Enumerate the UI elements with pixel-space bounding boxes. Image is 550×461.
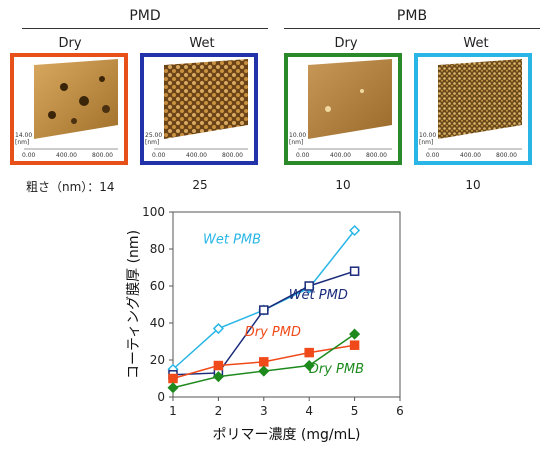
afm-panel-pmd-wet: 25.00 [nm] 0.00 400.00 800.00	[140, 53, 258, 165]
y-tick-label: 80	[150, 242, 165, 256]
svg-text:800.00: 800.00	[222, 152, 243, 159]
afm-panel-pmd-dry: 14.00 [nm] 0.00 400.00 800.00	[10, 53, 128, 165]
svg-text:[nm]: [nm]	[15, 139, 29, 146]
roughness-pmb-wet: 10	[465, 178, 481, 192]
plot-frame	[172, 211, 401, 398]
svg-text:14.00: 14.00	[15, 132, 32, 139]
x-tick-label: 3	[260, 404, 268, 418]
point-0-1	[212, 322, 224, 335]
svg-text:[nm]: [nm]	[145, 139, 159, 146]
svg-text:[nm]: [nm]	[419, 139, 433, 146]
afm-image-pmd-wet: 25.00 [nm] 0.00 400.00 800.00	[145, 59, 248, 159]
thickness-chart: 0 20 40 60 80 100 1 2 3 4 5 6 ポリマー濃度 (mg/mL) コーティング膜厚…	[126, 205, 404, 443]
svg-text:800.00: 800.00	[366, 152, 387, 159]
svg-text:0.00: 0.00	[426, 152, 440, 159]
series-label-0: Wet PMB	[203, 232, 261, 247]
x-tick-label: 5	[351, 404, 359, 418]
point-1-4	[349, 266, 360, 276]
y-tick-label: 100	[142, 205, 165, 219]
series-label-2: Dry PMD	[245, 325, 301, 340]
point-2-1	[213, 360, 224, 371]
svg-text:0.00: 0.00	[22, 152, 36, 159]
afm-panel-pmb-dry: 10.00 [nm] 0.00 400.00 800.00	[284, 53, 402, 165]
point-3-1	[212, 371, 224, 383]
roughness-label: 粗さ（nm）：14	[26, 180, 115, 194]
group-title-pmb: PMB	[396, 8, 428, 24]
point-1-3	[304, 281, 314, 291]
point-2-4	[349, 340, 360, 350]
y-axis-label: コーティング膜厚 (nm)	[126, 230, 142, 379]
point-2-3	[304, 347, 314, 358]
x-tick-label: 4	[305, 404, 313, 418]
svg-text:400.00: 400.00	[186, 152, 207, 159]
series-label-1: Wet PMD	[289, 288, 348, 303]
svg-text:0.00: 0.00	[296, 152, 310, 159]
group-line-pmd	[22, 28, 268, 29]
svg-text:25.00: 25.00	[145, 132, 162, 139]
y-tick-label: 60	[150, 279, 165, 293]
col-label-pmb-wet: Wet	[463, 36, 489, 51]
afm-image-pmd-dry: 14.00 [nm] 0.00 400.00 800.00	[15, 59, 118, 159]
col-label-pmb-dry: Dry	[334, 36, 358, 51]
y-tick-label: 0	[157, 390, 165, 404]
y-tick-label: 40	[150, 316, 165, 330]
afm-image-pmb-wet: 10.00 [nm] 0.00 400.00 800.00	[419, 59, 522, 159]
svg-text:[nm]: [nm]	[289, 139, 303, 146]
point-2-0	[168, 373, 178, 384]
roughness-pmb-dry: 10	[335, 178, 351, 192]
point-3-4	[349, 328, 361, 340]
svg-text:400.00: 400.00	[330, 152, 351, 159]
x-axis-label: ポリマー濃度 (mg/mL)	[212, 427, 360, 443]
roughness-pmd-wet: 25	[192, 178, 208, 192]
svg-text:400.00: 400.00	[460, 152, 481, 159]
svg-text:400.00: 400.00	[56, 152, 77, 159]
col-label-pmd-wet: Wet	[189, 36, 215, 51]
point-3-0	[167, 382, 179, 394]
svg-text:800.00: 800.00	[496, 152, 517, 159]
x-tick-label: 1	[169, 404, 177, 418]
point-3-2	[258, 365, 270, 377]
point-1-2	[259, 305, 269, 315]
afm-image-pmb-dry: 10.00 [nm] 0.00 400.00 800.00	[289, 59, 392, 159]
group-title-pmd: PMD	[129, 8, 161, 24]
x-tick-label: 6	[396, 404, 404, 418]
svg-text:10.00: 10.00	[419, 132, 436, 139]
y-tick-label: 20	[150, 353, 165, 367]
svg-text:10.00: 10.00	[289, 132, 306, 139]
point-2-2	[259, 357, 269, 367]
point-0-4	[349, 224, 361, 237]
series-label-3: Dry PMB	[309, 362, 364, 377]
x-tick-label: 2	[215, 404, 223, 418]
col-label-pmd-dry: Dry	[58, 36, 82, 51]
svg-text:800.00: 800.00	[92, 152, 113, 159]
group-line-pmb	[284, 28, 540, 29]
point-3-3	[303, 359, 315, 372]
svg-text:0.00: 0.00	[152, 152, 166, 159]
afm-panel-pmb-wet: 10.00 [nm] 0.00 400.00 800.00	[414, 53, 532, 165]
